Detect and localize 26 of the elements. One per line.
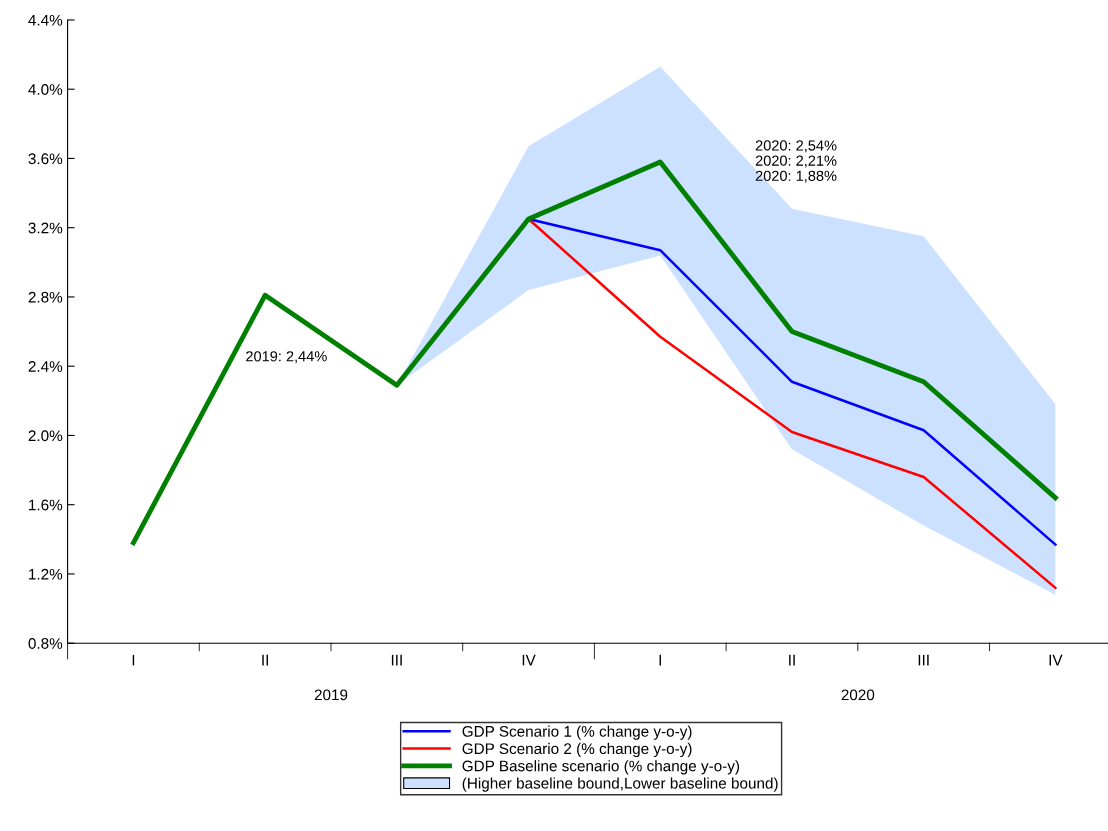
- y-tick-label: 2.4%: [28, 361, 63, 372]
- annotation: 2020: 2,54% 2020: 2,21% 2020: 1,88%: [755, 140, 837, 183]
- x-tick-label: II: [789, 654, 795, 666]
- y-tick-label: 3.6%: [28, 153, 63, 165]
- y-tick-label: 2.8%: [28, 291, 63, 303]
- y-tick-label: 2.0%: [28, 430, 63, 442]
- y-tick-label: 1.2%: [29, 568, 63, 580]
- legend-label: GDP Scenario 2 (% change y-o-y): [462, 742, 692, 758]
- text: 2020: [841, 689, 875, 701]
- legend-label: GDP Scenario 1 (% change y-o-y): [462, 725, 692, 740]
- x-tick-label: II: [262, 654, 268, 666]
- y-tick-label: 0.8%: [28, 638, 63, 649]
- text: 2019: [314, 689, 348, 701]
- x-tick-label: I: [132, 654, 135, 666]
- annotation: 2019: 2,44%: [246, 351, 327, 364]
- y-tick-label: 4.0%: [28, 84, 63, 95]
- x-tick-label: I: [659, 654, 661, 666]
- y-tick-label: 4.4%: [28, 14, 63, 26]
- x-tick-label: III: [918, 654, 929, 666]
- legend-label: (Higher baseline bound,Lower baseline bound): [462, 777, 778, 792]
- x-tick-label: III: [391, 654, 402, 666]
- legend-label: GDP Baseline scenario (% change y-o-y): [462, 760, 740, 775]
- y-tick-label: 3.2%: [28, 222, 63, 234]
- y-tick-label: 1.6%: [29, 499, 63, 511]
- x-tick-label: IV: [522, 654, 536, 666]
- x-tick-label: IV: [1049, 654, 1063, 666]
